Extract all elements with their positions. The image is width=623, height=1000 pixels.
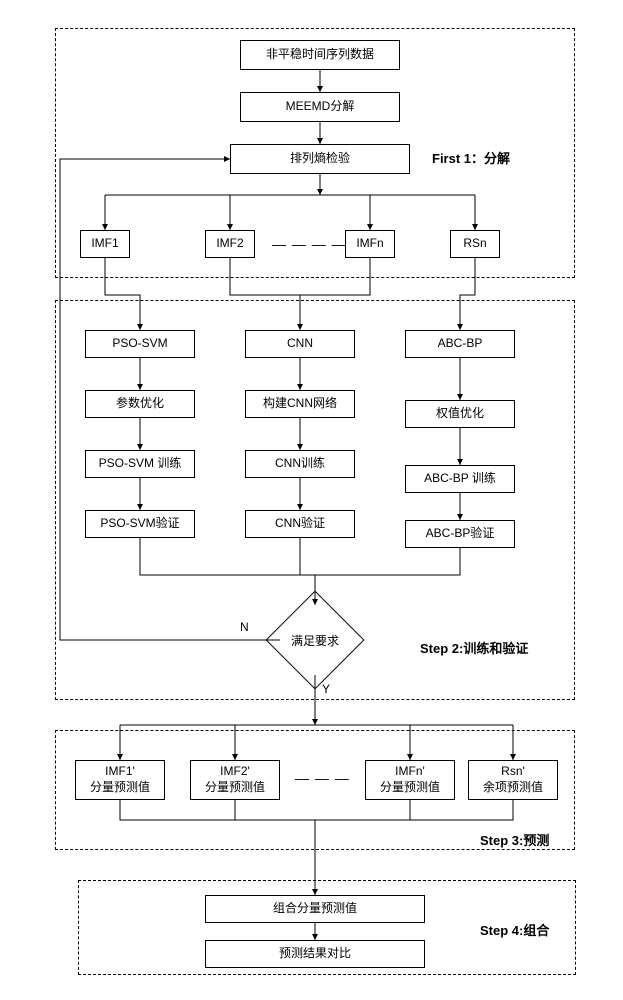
- node-b_entropy: 排列熵检验: [230, 144, 410, 174]
- ellipsis-0: — — — —: [272, 236, 347, 252]
- node-b_cnn_net: 构建CNN网络: [245, 390, 355, 418]
- node-b_rsnp: Rsn' 余项预测值: [468, 760, 558, 800]
- node-b_imf2: IMF2: [205, 230, 255, 258]
- node-b_param: 参数优化: [85, 390, 195, 418]
- node-b_rsn: RSn: [450, 230, 500, 258]
- node-b_abc_tr: ABC-BP 训练: [405, 465, 515, 493]
- step-label-step2: Step 2:训练和验证: [420, 638, 528, 657]
- node-b_psosvm: PSO-SVM: [85, 330, 195, 358]
- node-b_imfnp: IMFn' 分量预测值: [365, 760, 455, 800]
- node-b_pso_va: PSO-SVM验证: [85, 510, 195, 538]
- node-b_imf2p: IMF2' 分量预测值: [190, 760, 280, 800]
- node-b_compare: 预测结果对比: [205, 940, 425, 968]
- step-label-step4: Step 4:组合: [480, 920, 549, 939]
- node-b_abc: ABC-BP: [405, 330, 515, 358]
- node-b_imfn: IMFn: [345, 230, 395, 258]
- node-b_meemd: MEEMD分解: [240, 92, 400, 122]
- node-b_combine: 组合分量预测值: [205, 895, 425, 923]
- decision-no: N: [240, 620, 249, 634]
- node-b_data: 非平稳时间序列数据: [240, 40, 400, 70]
- node-b_abc_va: ABC-BP验证: [405, 520, 515, 548]
- ellipsis-1: — — —: [295, 770, 350, 786]
- node-b_cnn_va: CNN验证: [245, 510, 355, 538]
- decision-yes: Y: [322, 682, 330, 696]
- node-b_imf1p: IMF1' 分量预测值: [75, 760, 165, 800]
- node-b_cnn: CNN: [245, 330, 355, 358]
- step-label-step1: First 1：分解: [432, 148, 510, 167]
- node-b_imf1: IMF1: [80, 230, 130, 258]
- node-b_pso_tr: PSO-SVM 训练: [85, 450, 195, 478]
- node-b_weight: 权值优化: [405, 400, 515, 428]
- node-b_cnn_tr: CNN训练: [245, 450, 355, 478]
- decision-label: 满足要求: [280, 605, 350, 675]
- decision-diamond: 满足要求: [280, 605, 350, 675]
- step-label-step3: Step 3:预测: [480, 830, 549, 849]
